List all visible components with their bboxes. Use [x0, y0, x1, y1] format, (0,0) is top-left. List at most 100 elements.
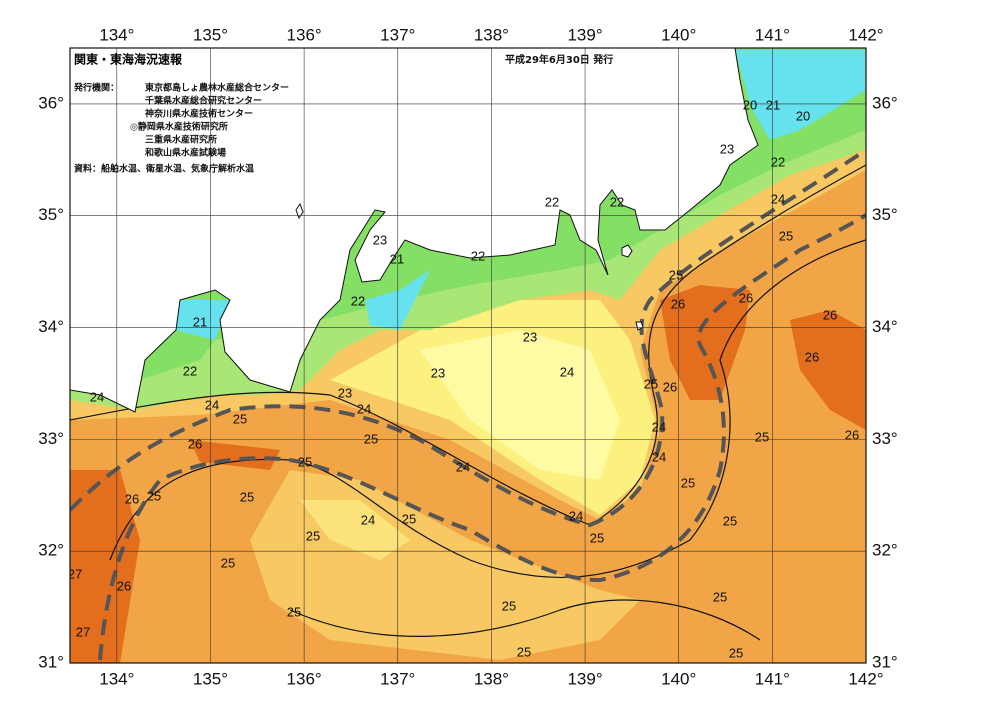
contour-label: 21 — [193, 314, 207, 329]
contour-label: 23 — [720, 141, 734, 156]
contour-label: 26 — [805, 349, 819, 364]
lat-label: 33° — [872, 429, 898, 448]
lon-label: 141° — [755, 669, 790, 688]
contour-label: 25 — [590, 530, 604, 545]
map-frame — [69, 47, 867, 664]
lat-label: 35° — [872, 205, 898, 224]
issuer: 千葉県水産総合研究センター — [145, 95, 262, 107]
contour-label: 24 — [456, 459, 470, 474]
contour-label: 27 — [76, 624, 90, 639]
contour-label: 25 — [240, 489, 254, 504]
issuer: 三重県水産研究所 — [145, 134, 217, 146]
contour-label: 26 — [845, 427, 859, 442]
lat-label: 36° — [872, 93, 898, 112]
title: 関東・東海海況速報 — [74, 52, 183, 67]
contour-label: 22 — [610, 194, 624, 209]
contour-label: 25 — [402, 511, 416, 526]
isotherm — [70, 164, 866, 526]
contour-label: 23 — [431, 365, 445, 380]
lat-label: 33° — [38, 429, 64, 448]
lon-label: 141° — [755, 25, 790, 44]
contour-label: 25 — [233, 411, 247, 426]
contour-label: 25 — [298, 454, 312, 469]
lon-label: 137° — [380, 669, 415, 688]
issuer-heading: 発行機関： — [73, 82, 119, 94]
lat-label: 32° — [38, 541, 64, 560]
axis-labels: 134° 134° 135° 135° 136° 136° 137° 137° 138° 138°… — [38, 25, 897, 688]
lon-label: 138° — [474, 669, 509, 688]
issuer: ◎静岡県水産技術研究所 — [130, 121, 228, 133]
issue-date: 平成29年6月30日 発行 — [505, 53, 613, 66]
contour-label: 25 — [779, 228, 793, 243]
lon-label: 134° — [99, 25, 134, 44]
lat-label: 31° — [872, 652, 898, 671]
lon-label: 137° — [380, 25, 415, 44]
contour-label: 25 — [287, 604, 301, 619]
contour-label: 21 — [766, 97, 780, 112]
lon-label: 139° — [567, 25, 602, 44]
contour-label: 25 — [306, 528, 320, 543]
contour-label: 20 — [796, 108, 810, 123]
issuer: 神奈川県水産技術センター — [145, 108, 253, 120]
contour-label: 25 — [364, 431, 378, 446]
contour-label: 23 — [373, 232, 387, 247]
lat-label: 35° — [38, 205, 64, 224]
contour-label: 26 — [671, 296, 685, 311]
issuer: 東京都島しょ農林水産総合センター — [145, 82, 289, 94]
contour-label: 25 — [517, 644, 531, 659]
contour-label: 24 — [652, 419, 666, 434]
lon-label: 140° — [661, 25, 696, 44]
lat-label: 31° — [38, 652, 64, 671]
kuroshio-axis — [70, 148, 866, 528]
lon-label: 135° — [193, 25, 228, 44]
contour-label: 25 — [723, 513, 737, 528]
lat-label: 34° — [872, 317, 898, 336]
contour-label: 24 — [90, 389, 104, 404]
lon-label: 142° — [848, 669, 883, 688]
contour-label: 23 — [523, 329, 537, 344]
contour-label: 24 — [357, 401, 371, 416]
lon-label: 139° — [567, 669, 602, 688]
header: 関東・東海海況速報 平成29年6月30日 発行 発行機関： 東京都島しょ農林水産… — [73, 52, 613, 175]
lon-label: 142° — [848, 25, 883, 44]
contour-label: 24 — [771, 191, 785, 206]
lat-label: 32° — [872, 541, 898, 560]
lon-label: 136° — [287, 669, 322, 688]
data-source: 資料：船舶水温、衛星水温、気象庁解析水温 — [74, 163, 254, 175]
land — [70, 48, 759, 413]
lon-label: 136° — [287, 25, 322, 44]
contour-label: 25 — [502, 598, 516, 613]
contour-label: 26 — [125, 491, 139, 506]
issuer: 和歌山県水産試験場 — [144, 147, 226, 159]
graticule — [70, 48, 866, 663]
lat-label: 34° — [38, 317, 64, 336]
contour-label: 25 — [755, 429, 769, 444]
contour-label: 24 — [569, 508, 583, 523]
contour-label: 25 — [729, 645, 743, 660]
contour-label: 26 — [188, 436, 202, 451]
contour-label: 22 — [771, 154, 785, 169]
contour-label: 25 — [644, 376, 658, 391]
contour-label: 26 — [117, 578, 131, 593]
contour-label: 24 — [560, 364, 574, 379]
lon-label: 140° — [661, 669, 696, 688]
kuroshio-axis — [98, 213, 866, 661]
contour-label: 24 — [205, 397, 219, 412]
contour-label: 26 — [739, 290, 753, 305]
lon-label: 138° — [474, 25, 509, 44]
sea-cool — [300, 500, 410, 560]
sea-cold — [170, 50, 866, 340]
contour-label: 22 — [351, 293, 365, 308]
contour-label: 24 — [361, 512, 375, 527]
contour-label: 25 — [681, 475, 695, 490]
contour-label: 22 — [183, 363, 197, 378]
contour-label: 23 — [338, 385, 352, 400]
lon-label: 134° — [99, 669, 134, 688]
lat-label: 36° — [38, 93, 64, 112]
contour-label: 22 — [471, 248, 485, 263]
sea-cooler — [420, 330, 620, 480]
contour-label: 27 — [68, 566, 82, 581]
